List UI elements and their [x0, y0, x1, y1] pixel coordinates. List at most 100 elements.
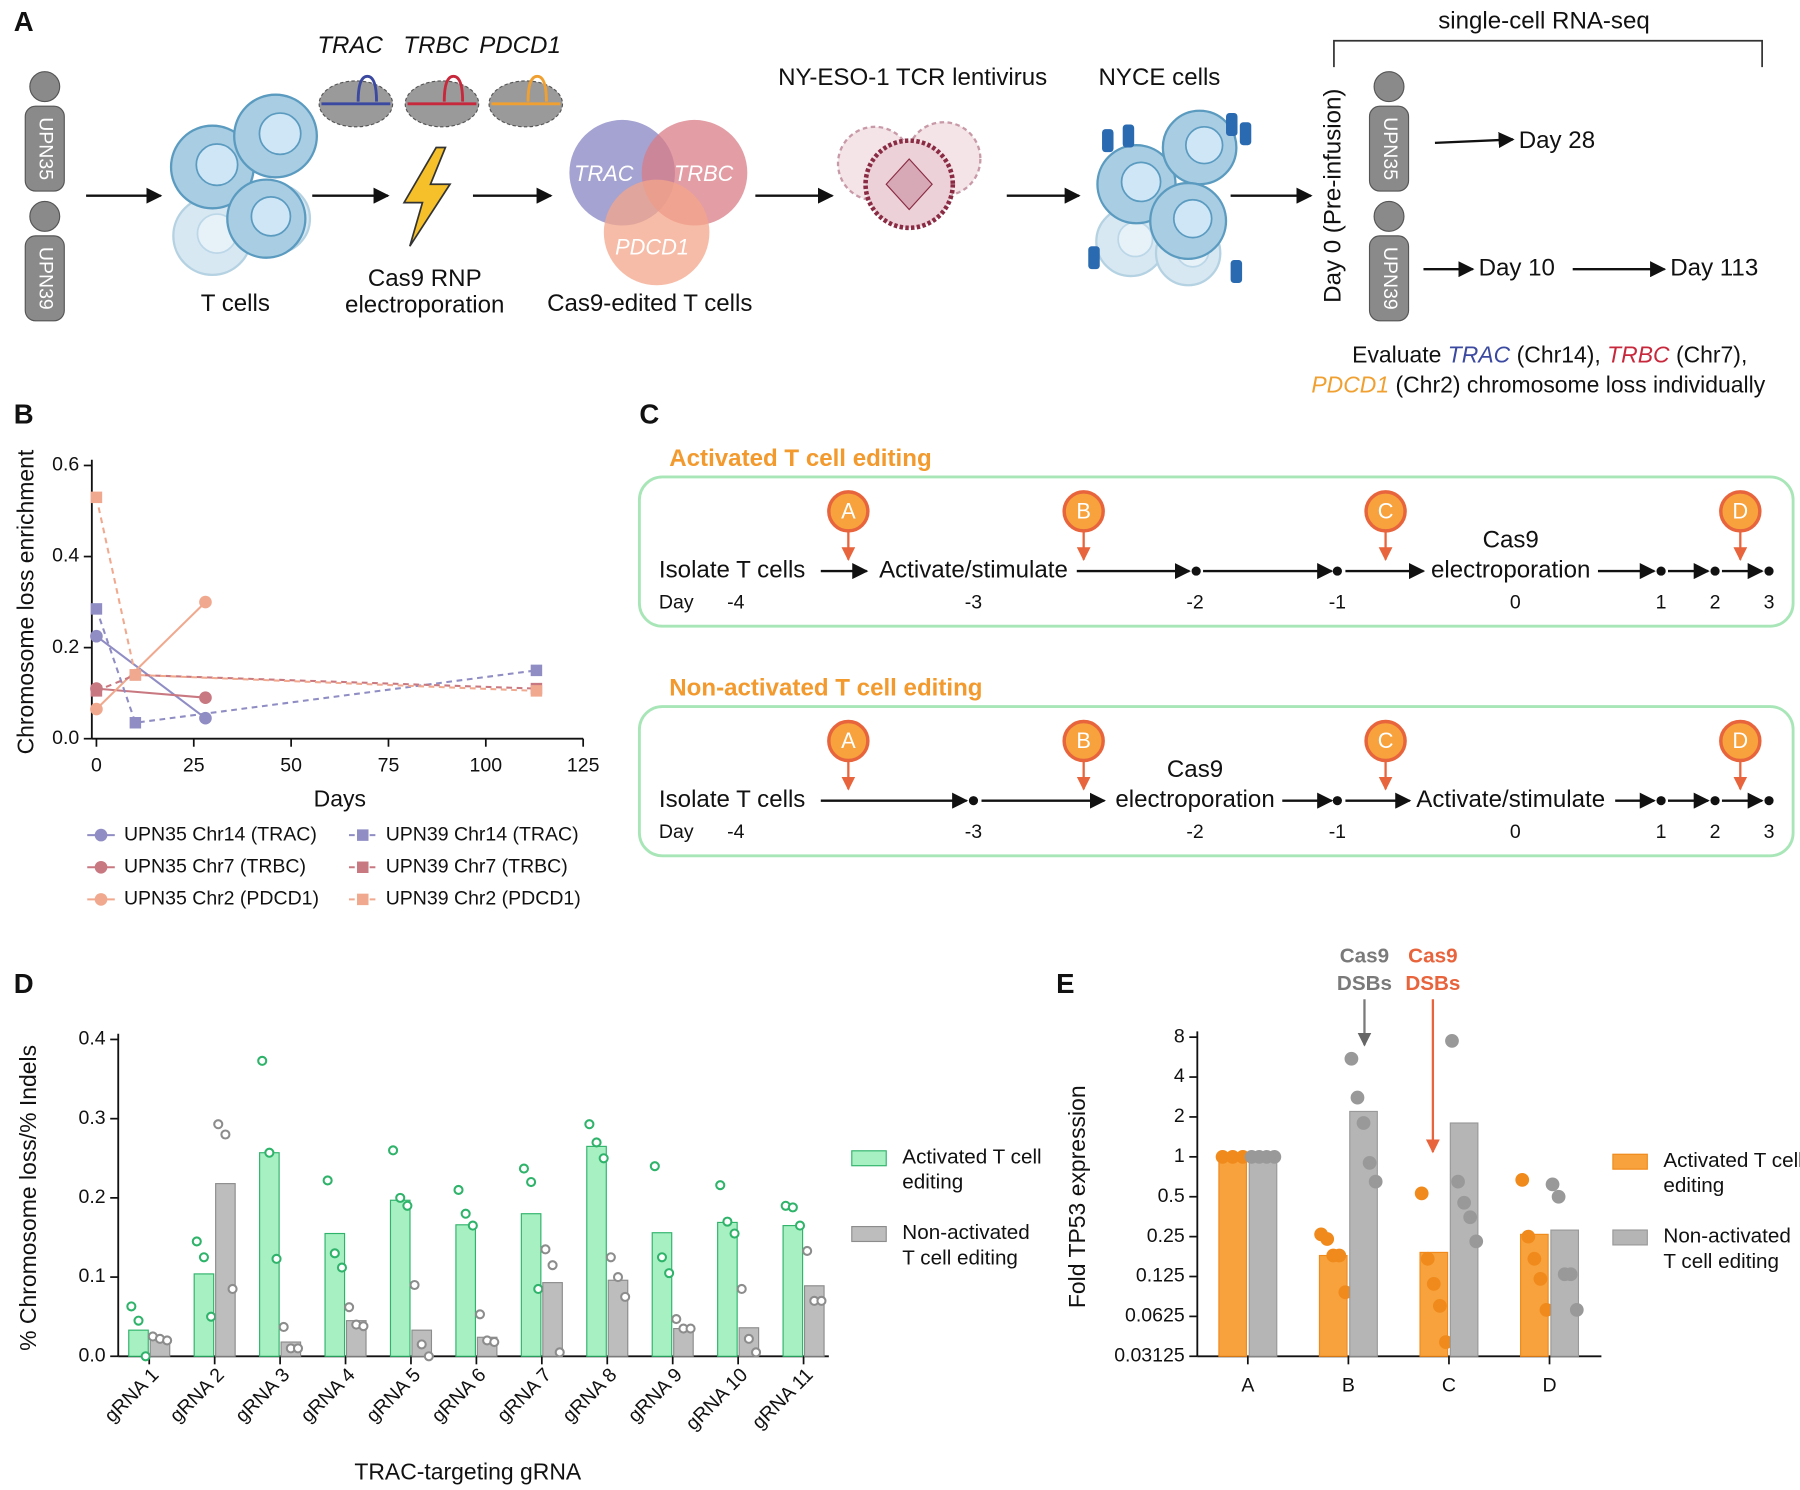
- y-tick-label: 0.1: [79, 1265, 106, 1287]
- step-label: Isolate T cells: [659, 786, 805, 813]
- bar: [782, 1225, 804, 1357]
- legend-label-box: Activated T cell editing: [1663, 1149, 1800, 1197]
- data-point: [1445, 1033, 1459, 1048]
- arrow: [1434, 132, 1515, 149]
- data-point: [533, 1283, 544, 1295]
- data-point: [1414, 1186, 1429, 1201]
- data-point: [264, 1147, 275, 1158]
- bar: [607, 1279, 629, 1357]
- data-point: [227, 1283, 238, 1295]
- evaluate-segment: TRAC: [1448, 341, 1511, 367]
- virus-core: [885, 158, 933, 211]
- pin: [1364, 719, 1407, 763]
- data-point: [1420, 1251, 1435, 1266]
- data-point: [1451, 1174, 1465, 1189]
- donor-label: UPN35: [35, 117, 57, 180]
- caption: T cells: [201, 290, 270, 317]
- data-point: [388, 1145, 399, 1156]
- annotation: Cas9: [1408, 944, 1457, 967]
- legend-label: Activated T cell editing: [902, 1145, 1042, 1194]
- data-point: [722, 1216, 733, 1227]
- step-label: Cas9: [1167, 756, 1223, 783]
- guide-rna: [491, 74, 561, 106]
- x-tick-label: 75: [378, 754, 400, 776]
- lightning: [402, 146, 452, 247]
- series-line: [95, 601, 207, 710]
- day-value: 3: [1764, 591, 1775, 613]
- data-point: [664, 1268, 675, 1279]
- person-body: [24, 235, 65, 322]
- timeline-dot: [968, 796, 979, 806]
- data-point: [344, 1302, 355, 1313]
- y-tick-label: 0.3: [79, 1107, 106, 1129]
- series-line: [95, 635, 207, 720]
- pin: [1364, 490, 1407, 533]
- person-body: [1368, 235, 1410, 322]
- pin-label: C: [1378, 498, 1394, 523]
- pin-label: C: [1378, 728, 1394, 753]
- data-point: [133, 1315, 144, 1326]
- day-value: -2: [1186, 821, 1203, 843]
- panel-label: A: [14, 6, 34, 37]
- data-point: [794, 1220, 806, 1231]
- day-value: -4: [727, 821, 744, 843]
- x-tick-label: 50: [280, 754, 302, 776]
- legend-label-box: Non-activated T cell editing: [902, 1221, 1029, 1269]
- y-tick-label: 0.125: [1136, 1265, 1185, 1287]
- timeline-dot: [1656, 566, 1666, 576]
- data-point: [126, 1301, 137, 1312]
- y-axis-label: % Chromosome loss/% Indels: [15, 1045, 41, 1351]
- y-axis-label: Fold TP53 expression: [1064, 1085, 1090, 1308]
- y-tick-label: 0.5: [1158, 1185, 1185, 1207]
- data-point: [1527, 1251, 1542, 1266]
- data-point: [743, 1333, 754, 1344]
- bar: [215, 1183, 236, 1357]
- pin-label: A: [841, 498, 856, 523]
- day-value: 0: [1510, 591, 1521, 613]
- data-point: [1551, 1189, 1566, 1204]
- data-point: [656, 1252, 668, 1263]
- evaluate-text: Evaluate TRAC (Chr14), TRBC (Chr7),: [1352, 341, 1747, 367]
- venn-label: PDCD1: [615, 234, 689, 259]
- y-tick-label: 0.25: [1147, 1225, 1185, 1247]
- y-tick-label: 0.0: [79, 1344, 106, 1366]
- nucleus: [1120, 161, 1162, 203]
- day-value: -3: [965, 821, 982, 843]
- timeline-dot: [1710, 566, 1720, 576]
- legend-label: UPN35 Chr2 (PDCD1): [124, 888, 319, 910]
- data-point: [526, 1176, 537, 1188]
- data-point: [213, 1119, 224, 1130]
- data-point: [278, 1321, 289, 1333]
- data-point: [416, 1339, 427, 1350]
- x-axis-label: TRAC-targeting gRNA: [354, 1458, 582, 1484]
- pin-label: B: [1076, 728, 1091, 753]
- day-value: -1: [1329, 591, 1346, 613]
- data-point: [423, 1351, 434, 1362]
- y-tick-label: 8: [1174, 1025, 1185, 1047]
- data-point: [140, 1351, 151, 1362]
- pin-label: B: [1076, 498, 1091, 523]
- data-point: [802, 1245, 813, 1256]
- day-label: Day 28: [1519, 127, 1595, 154]
- data-point: [1332, 1248, 1347, 1263]
- day-value: -2: [1186, 591, 1203, 613]
- point: [199, 691, 212, 705]
- person-head: [1373, 71, 1405, 103]
- day-label: Day: [659, 591, 694, 613]
- data-point: [489, 1336, 500, 1348]
- bracket: [1333, 39, 1763, 68]
- person-head: [29, 200, 61, 232]
- data-point: [1426, 1276, 1441, 1291]
- legend-label: UPN39 Chr7 (TRBC): [386, 855, 568, 877]
- data-point: [358, 1321, 369, 1332]
- data-point: [787, 1202, 798, 1213]
- pin: [1062, 490, 1105, 533]
- receptor: [1226, 113, 1238, 137]
- timeline-title: Activated T cell editing: [669, 445, 931, 472]
- legend-marker: [94, 860, 108, 874]
- data-point: [1344, 1051, 1359, 1066]
- x-tick-label: gRNA 4: [297, 1364, 360, 1427]
- data-point: [1432, 1299, 1447, 1313]
- bar: [389, 1199, 411, 1357]
- step-label: Activate/stimulate: [1416, 786, 1605, 813]
